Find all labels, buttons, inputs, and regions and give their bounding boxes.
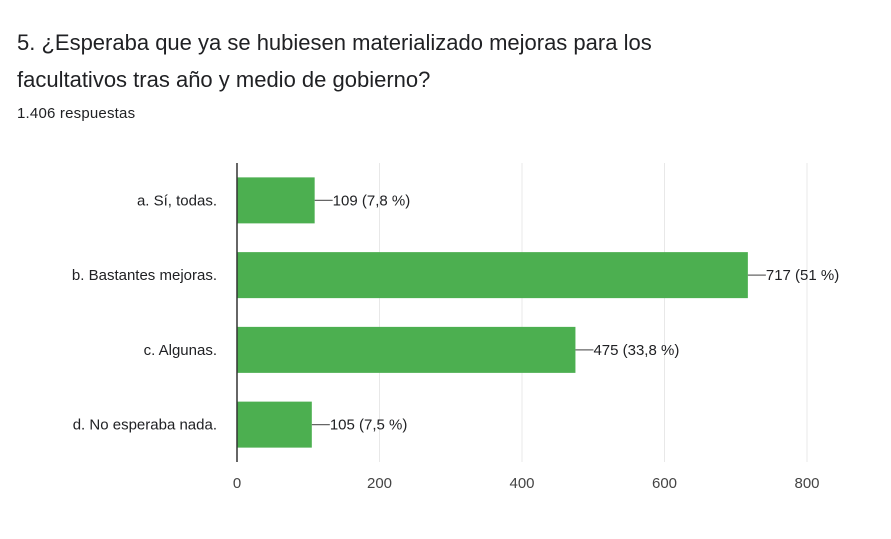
x-tick-label: 800 (794, 475, 819, 492)
bars (237, 177, 748, 448)
data-label: 475 (33,8 %) (593, 342, 679, 359)
category-label: b. Bastantes mejoras. (72, 267, 217, 284)
x-tick-label: 600 (652, 475, 677, 492)
x-tick-label: 0 (233, 475, 241, 492)
data-label: 717 (51 %) (766, 267, 839, 284)
category-label: d. No esperaba nada. (73, 417, 217, 434)
data-label: 109 (7,8 %) (333, 192, 411, 209)
labels: 0 200 400 600 800 a. Sí, todas. 109 (7,8 %) b. … (72, 192, 839, 492)
response-count: 1.406 respuestas (17, 105, 136, 122)
bar (237, 177, 315, 224)
x-tick-label: 200 (367, 475, 392, 492)
bar (237, 252, 748, 299)
bar (237, 326, 576, 373)
bar (237, 401, 312, 448)
category-label: c. Algunas. (144, 342, 217, 359)
gridlines (379, 163, 808, 462)
category-label: a. Sí, todas. (137, 192, 217, 209)
data-label: 105 (7,5 %) (330, 417, 408, 434)
x-tick-label: 400 (509, 475, 534, 492)
question-title: 5. ¿Esperaba que ya se hubiesen material… (17, 30, 652, 92)
